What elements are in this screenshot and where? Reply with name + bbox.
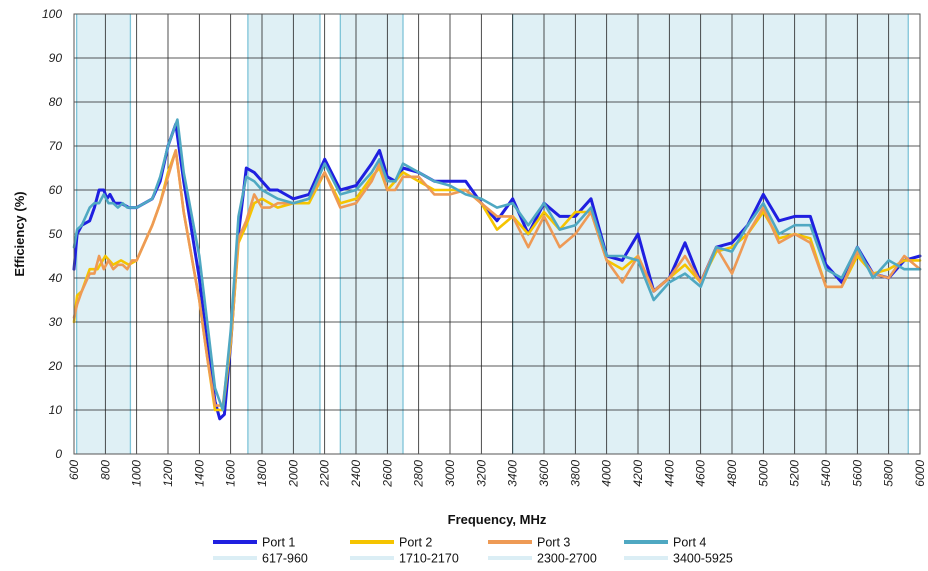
x-tick-5800: 5800	[882, 460, 896, 487]
legend: Port 1 Port 2 Port 3 Port 4 617-960 1710-2170…	[213, 536, 733, 566]
y-tick-20: 20	[48, 359, 63, 373]
x-tick-800: 800	[98, 460, 112, 480]
x-tick-3600: 3600	[537, 460, 551, 487]
x-tick-2400: 2400	[349, 460, 363, 488]
plot-frame	[73, 13, 921, 455]
x-tick-2000: 2000	[286, 460, 300, 488]
x-axis-title: Frequency, MHz	[448, 512, 547, 527]
x-tick-4400: 4400	[662, 460, 676, 487]
x-tick-3400: 3400	[506, 460, 520, 487]
x-tick-3000: 3000	[443, 460, 457, 487]
x-tick-6000: 6000	[913, 460, 927, 487]
x-tick-4000: 4000	[600, 460, 614, 487]
y-tick-70: 70	[49, 139, 63, 153]
y-tick-0: 0	[55, 447, 62, 461]
y-axis-title: Efficiency (%)	[12, 191, 27, 276]
y-tick-100: 100	[42, 7, 62, 21]
x-tick-1000: 1000	[130, 460, 144, 487]
series-line-port-3	[72, 149, 922, 407]
y-tick-90: 90	[49, 51, 63, 65]
x-tick-labels: 600 800 1000 1200 1400 1600 1800 2000 2200 2400 26…	[67, 460, 927, 488]
legend-label-band-1: 1710-2170	[399, 552, 459, 566]
x-tick-5600: 5600	[850, 460, 864, 487]
legend-label-port-4: Port 4	[673, 536, 706, 550]
x-tick-4800: 4800	[725, 460, 739, 487]
legend-label-band-2: 2300-2700	[537, 552, 597, 566]
x-tick-1800: 1800	[255, 460, 269, 487]
x-tick-4600: 4600	[694, 460, 708, 487]
x-tick-1400: 1400	[192, 460, 206, 487]
y-tick-40: 40	[49, 271, 63, 285]
x-tick-2600: 2600	[380, 460, 394, 488]
legend-label-band-0: 617-960	[262, 552, 308, 566]
y-tick-80: 80	[49, 95, 63, 109]
legend-label-band-3: 3400-5925	[673, 552, 733, 566]
x-tick-5000: 5000	[756, 460, 770, 487]
x-tick-3200: 3200	[474, 460, 488, 487]
legend-label-port-1: Port 1	[262, 536, 295, 550]
series-line-port-4	[72, 118, 922, 412]
x-tick-2800: 2800	[412, 460, 426, 488]
legend-label-port-2: Port 2	[399, 536, 432, 550]
y-tick-10: 10	[49, 403, 63, 417]
x-tick-5400: 5400	[819, 460, 833, 487]
x-tick-5200: 5200	[788, 460, 802, 487]
series-lines	[72, 118, 922, 421]
x-tick-1600: 1600	[224, 460, 238, 487]
y-tick-50: 50	[49, 227, 63, 241]
x-tick-4200: 4200	[631, 460, 645, 487]
x-tick-3800: 3800	[568, 460, 582, 487]
y-tick-30: 30	[49, 315, 63, 329]
x-tick-1200: 1200	[161, 460, 175, 487]
y-tick-60: 60	[49, 183, 63, 197]
y-tick-labels: 0 10 20 30 40 50 60 70 80 90 100	[42, 7, 62, 461]
legend-label-port-3: Port 3	[537, 536, 570, 550]
x-tick-600: 600	[67, 460, 81, 480]
x-tick-2200: 2200	[318, 460, 332, 488]
